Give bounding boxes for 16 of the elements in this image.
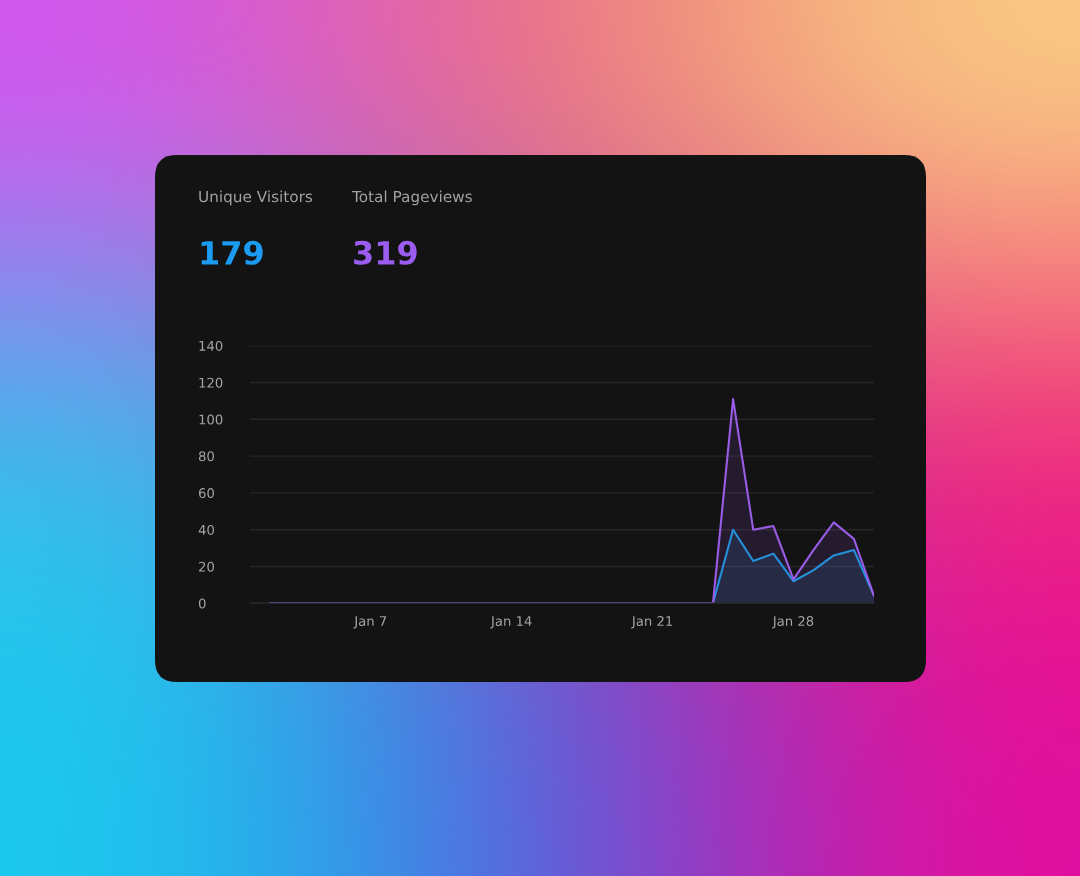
y-tick-label: 120: [199, 377, 223, 388]
category-label: Unique Visitors: [199, 190, 313, 206]
category-label: Total Pageviews: [351, 190, 472, 206]
y-tick-label: 100: [199, 414, 223, 425]
y-tick-label: 60: [198, 488, 214, 499]
y-tick-label: 20: [199, 561, 214, 572]
x-tick-label: Jan 7: [353, 616, 387, 629]
x-tick-label: Jan 28: [772, 616, 814, 629]
y-tick-label: 80: [198, 451, 214, 462]
y-tick-label: 40: [198, 524, 214, 535]
x-tick-label: Jan 21: [631, 616, 673, 629]
y-tick-label: 0: [198, 598, 206, 609]
data-label: 179: [201, 240, 263, 265]
x-tick-label: Jan 14: [490, 616, 532, 629]
y-tick-label: 140: [199, 340, 223, 351]
data-label: 319: [354, 240, 417, 265]
